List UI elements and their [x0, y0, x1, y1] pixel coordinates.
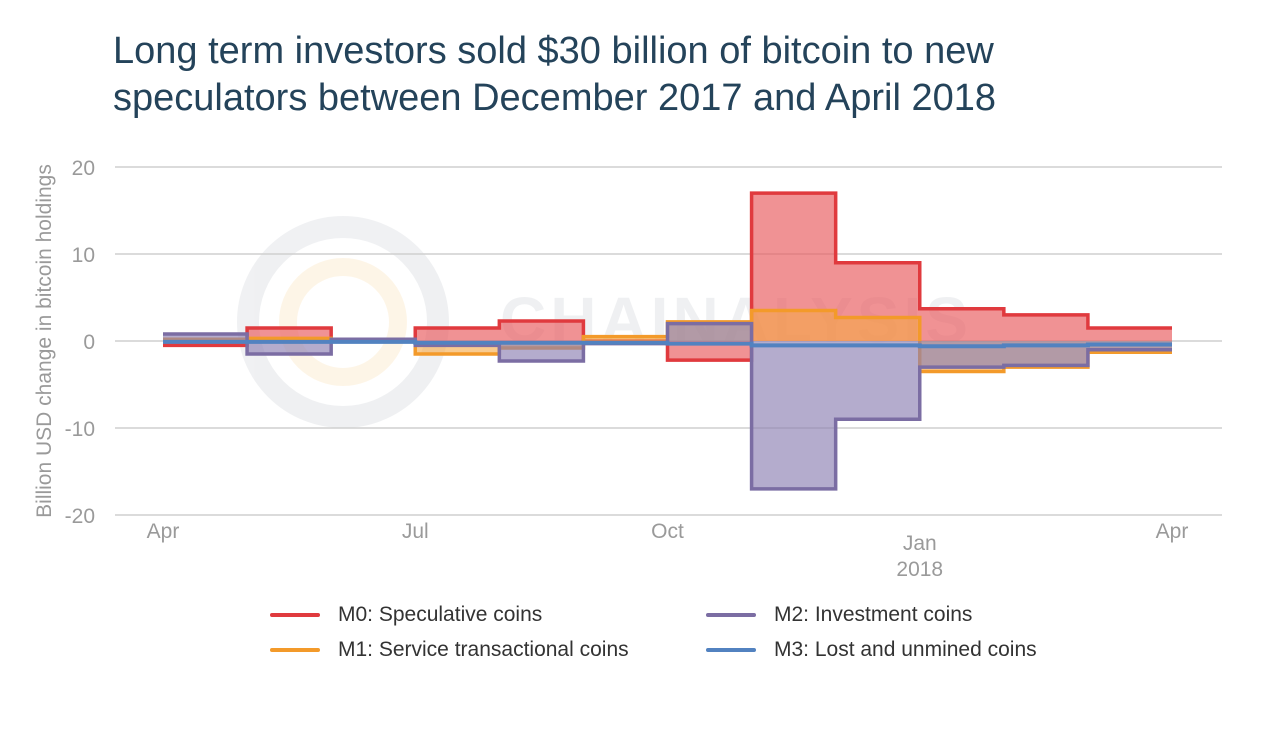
- chart-title-line-2: speculators between December 2017 and Ap…: [113, 77, 997, 119]
- x-tick-label: Jan: [903, 532, 937, 555]
- legend-label: M2: Investment coins: [774, 603, 973, 626]
- legend-label: M1: Service transactional coins: [338, 638, 629, 661]
- legend-item: M0: Speculative coins: [270, 603, 542, 627]
- x-tick-sublabel: 2018: [896, 558, 943, 581]
- y-tick-label: 10: [72, 244, 95, 267]
- legend-swatch: [706, 648, 756, 652]
- legend-item: M2: Investment coins: [706, 603, 972, 627]
- chart-title-line-1: Long term investors sold $30 billion of …: [113, 30, 994, 72]
- legend-label: M3: Lost and unmined coins: [774, 638, 1037, 661]
- y-axis-label: Billion USD change in bitcoin holdings: [33, 164, 56, 518]
- x-tick-label: Jul: [402, 520, 429, 543]
- y-tick-label: 0: [83, 331, 95, 354]
- series-line-3: [163, 339, 1172, 349]
- y-tick-label: -20: [65, 505, 95, 528]
- legend-swatch: [706, 613, 756, 617]
- watermark-logo: [237, 216, 449, 428]
- series-area-2: [163, 323, 1172, 489]
- x-tick-label: Oct: [651, 520, 684, 543]
- legend-swatch: [270, 613, 320, 617]
- x-tick-label: Apr: [1156, 520, 1189, 543]
- y-tick-label: 20: [72, 157, 95, 180]
- legend-item: M3: Lost and unmined coins: [706, 638, 1037, 662]
- chart-title: Long term investors sold $30 billion of …: [113, 28, 1233, 122]
- legend-label: M0: Speculative coins: [338, 603, 543, 626]
- legend-swatch: [270, 648, 320, 652]
- x-tick-label: Apr: [147, 520, 180, 543]
- y-tick-label: -10: [65, 418, 95, 441]
- legend-item: M1: Service transactional coins: [270, 638, 629, 662]
